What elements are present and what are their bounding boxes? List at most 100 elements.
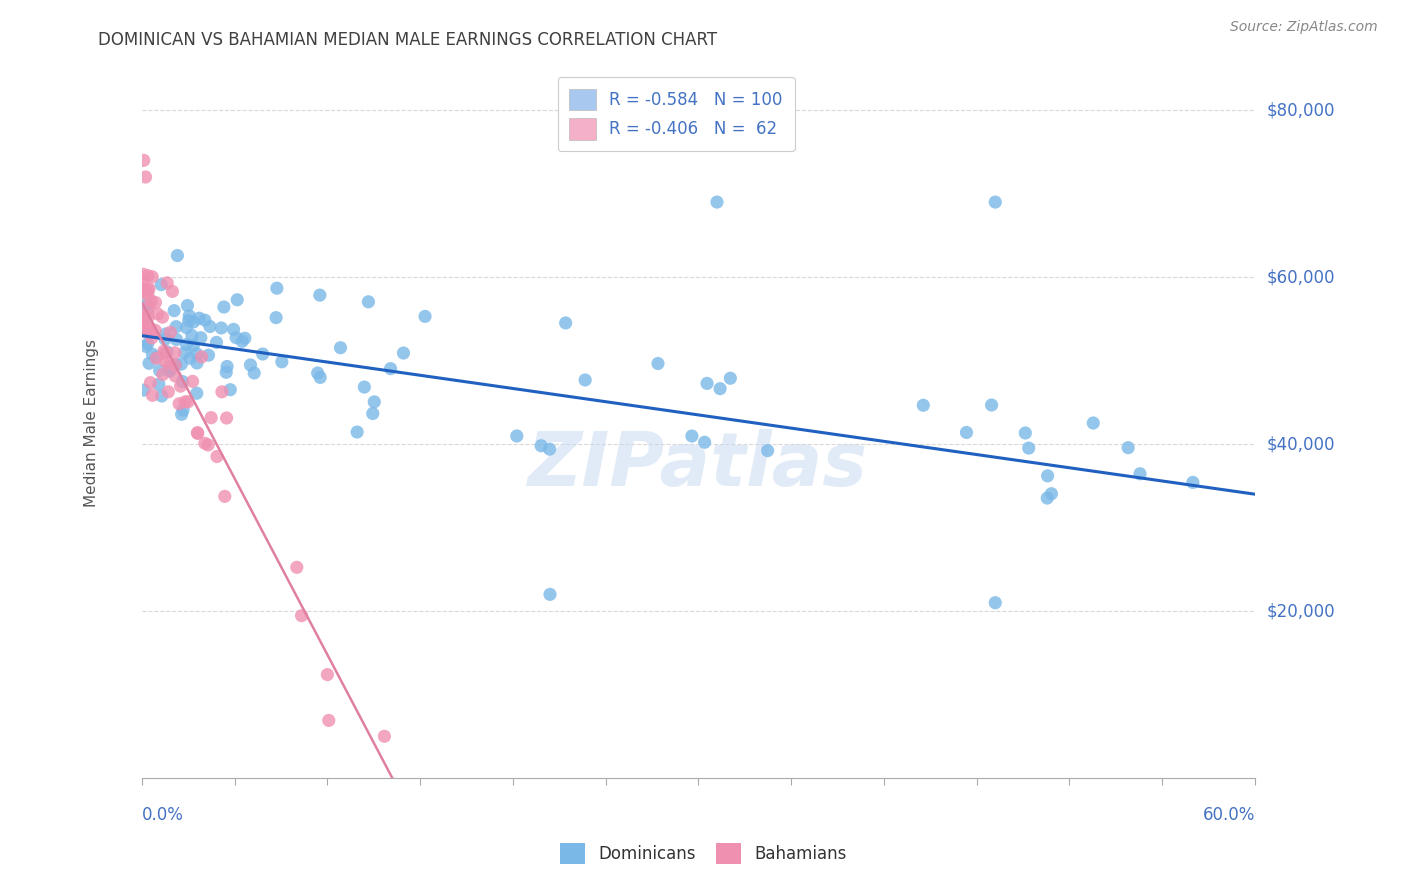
Point — [177, 314, 200, 328]
Point — [155, 326, 177, 341]
Point — [1036, 491, 1059, 505]
Text: Source: ZipAtlas.com: Source: ZipAtlas.com — [1230, 20, 1378, 34]
Legend: Dominicans, Bahamians: Dominicans, Bahamians — [553, 837, 853, 871]
Point — [132, 285, 155, 299]
Point — [152, 368, 174, 382]
Point — [159, 358, 181, 372]
Point — [226, 293, 249, 307]
Point — [136, 268, 159, 283]
Point — [647, 357, 669, 371]
Point — [285, 560, 308, 574]
Point — [1129, 467, 1152, 481]
Point — [1040, 486, 1063, 500]
Point — [136, 321, 159, 335]
Point — [155, 355, 177, 369]
Point — [392, 346, 415, 360]
Point — [180, 328, 202, 343]
Point — [316, 667, 339, 681]
Point — [177, 395, 200, 409]
Point — [163, 346, 186, 360]
Point — [211, 384, 233, 399]
Point — [153, 346, 176, 360]
Point — [165, 358, 187, 372]
Point — [172, 375, 194, 389]
Point — [135, 296, 157, 310]
Text: 0.0%: 0.0% — [142, 806, 184, 824]
Point — [693, 435, 716, 450]
Point — [150, 389, 173, 403]
Point — [162, 285, 184, 299]
Point — [132, 282, 155, 296]
Point — [205, 450, 228, 464]
Point — [380, 361, 402, 376]
Point — [176, 320, 198, 334]
Point — [264, 310, 287, 325]
Point — [912, 398, 935, 412]
Point — [239, 358, 262, 372]
Text: $60,000: $60,000 — [1267, 268, 1334, 286]
Text: 60.0%: 60.0% — [1202, 806, 1256, 824]
Point — [136, 304, 159, 318]
Point — [132, 276, 155, 290]
Text: $40,000: $40,000 — [1267, 435, 1334, 453]
Point — [163, 303, 186, 318]
Point — [132, 267, 155, 281]
Point — [222, 322, 245, 336]
Point — [136, 336, 159, 351]
Point — [146, 307, 169, 321]
Point — [138, 356, 160, 370]
Point — [252, 347, 274, 361]
Point — [172, 403, 194, 417]
Point — [756, 443, 779, 458]
Point — [554, 316, 576, 330]
Point — [361, 407, 384, 421]
Point — [145, 295, 167, 310]
Point — [138, 321, 160, 335]
Point — [219, 383, 242, 397]
Point — [156, 276, 179, 290]
Point — [157, 363, 180, 377]
Point — [132, 325, 155, 339]
Point — [179, 309, 201, 323]
Point — [373, 729, 395, 743]
Point — [186, 386, 208, 401]
Point — [357, 294, 380, 309]
Point — [170, 357, 193, 371]
Point — [176, 337, 198, 351]
Point — [231, 334, 253, 349]
Point — [159, 326, 181, 340]
Point — [165, 358, 187, 372]
Point — [170, 407, 193, 421]
Point — [148, 377, 170, 392]
Point — [308, 288, 330, 302]
Point — [346, 425, 368, 439]
Point — [186, 347, 208, 361]
Point — [205, 335, 228, 350]
Point — [132, 321, 155, 335]
Point — [681, 429, 703, 443]
Point — [574, 373, 596, 387]
Point — [188, 311, 211, 326]
Point — [156, 344, 179, 359]
Point — [214, 489, 236, 503]
Point — [215, 411, 238, 425]
Point — [190, 331, 212, 345]
Point — [538, 442, 561, 456]
Text: Median Male Earnings: Median Male Earnings — [84, 339, 100, 508]
Point — [132, 310, 155, 324]
Point — [1014, 425, 1036, 440]
Text: $80,000: $80,000 — [1267, 102, 1334, 120]
Point — [150, 277, 173, 292]
Point — [173, 345, 195, 359]
Point — [266, 281, 288, 295]
Point — [353, 380, 375, 394]
Point — [225, 331, 247, 345]
Point — [183, 315, 205, 329]
Point — [139, 376, 162, 390]
Point — [329, 341, 352, 355]
Text: ZIPatlas: ZIPatlas — [529, 429, 869, 502]
Point — [217, 359, 239, 374]
Point — [141, 347, 163, 361]
Point — [530, 439, 553, 453]
Point — [1083, 416, 1105, 430]
